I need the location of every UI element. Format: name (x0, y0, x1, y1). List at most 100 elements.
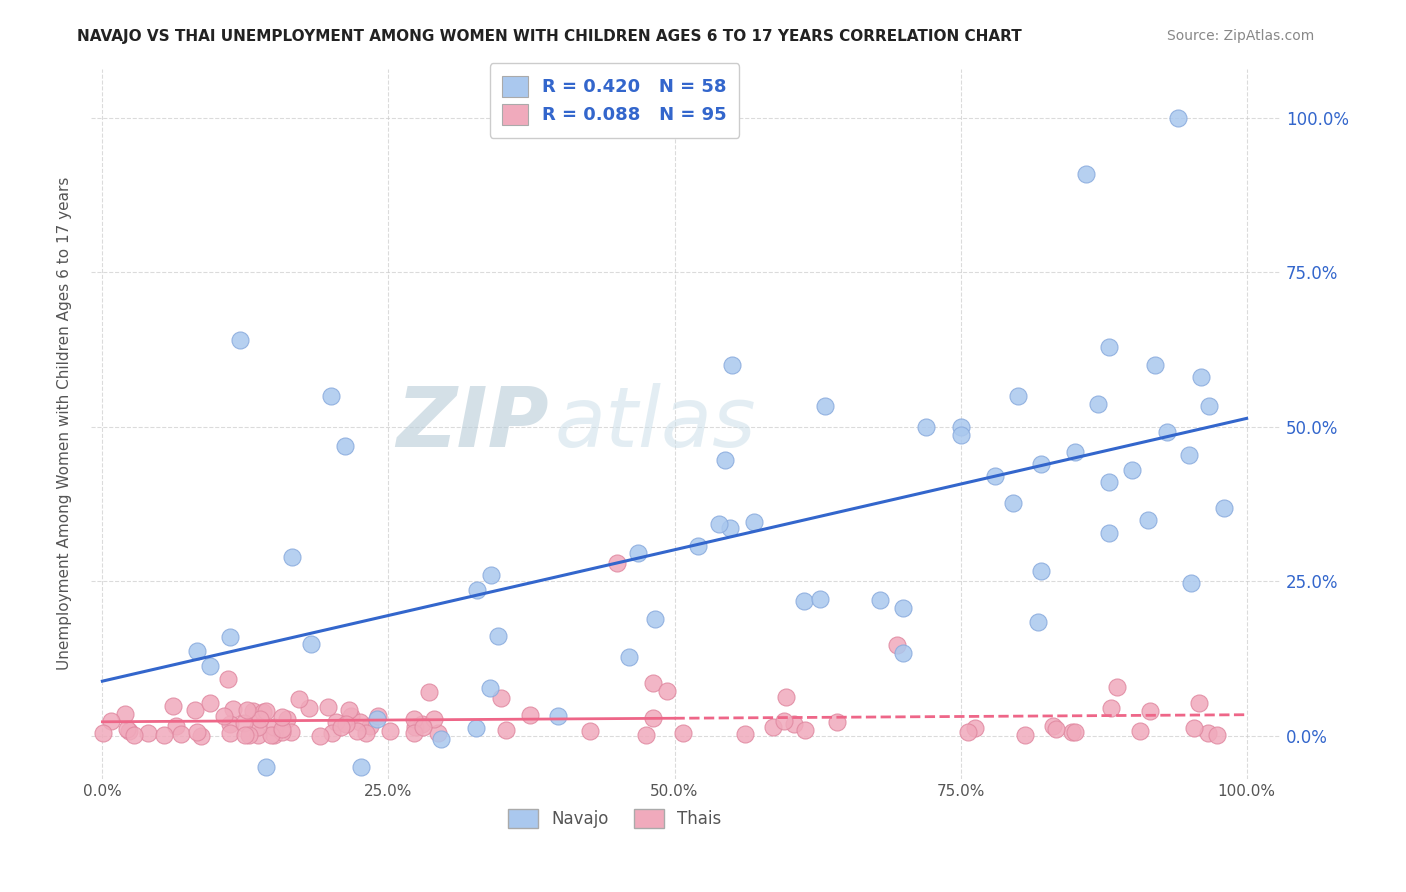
Point (198, 658, 221, 673)
Point (636, 728, 658, 742)
Point (1087, 397, 1109, 411)
Point (423, 712, 446, 726)
Point (367, 708, 389, 723)
Point (1028, 615, 1050, 629)
Point (217, 672, 239, 686)
Point (984, 469, 1007, 483)
Point (325, 714, 347, 729)
Point (276, 712, 298, 726)
Point (260, 728, 283, 742)
Point (254, 704, 277, 718)
Point (404, 712, 426, 726)
Point (122, 728, 145, 742)
Point (170, 726, 193, 740)
Point (1098, 475, 1121, 490)
Point (1129, 724, 1152, 739)
Point (378, 723, 401, 738)
Point (299, 637, 322, 651)
Point (430, 732, 453, 747)
Text: atlas: atlas (555, 384, 756, 464)
Point (190, 729, 212, 743)
Point (242, 704, 264, 718)
Point (627, 546, 650, 560)
Point (281, 550, 304, 565)
Text: Source: ZipAtlas.com: Source: ZipAtlas.com (1167, 29, 1315, 43)
Point (183, 703, 205, 717)
Point (949, 427, 972, 442)
Point (337, 703, 360, 717)
Point (321, 389, 343, 403)
Point (316, 699, 339, 714)
Point (949, 419, 972, 434)
Text: NAVAJO VS THAI UNEMPLOYMENT AMONG WOMEN WITH CHILDREN AGES 6 TO 17 YEARS CORRELA: NAVAJO VS THAI UNEMPLOYMENT AMONG WOMEN … (77, 29, 1022, 44)
Point (330, 720, 353, 734)
Point (617, 650, 640, 665)
Point (349, 715, 371, 730)
Point (1137, 512, 1160, 526)
Point (115, 722, 138, 736)
Point (1064, 724, 1087, 739)
Point (91, 726, 114, 740)
Point (263, 720, 285, 734)
Point (411, 716, 433, 731)
Point (297, 701, 319, 715)
Point (228, 334, 250, 348)
Text: ZIP: ZIP (396, 384, 550, 464)
Point (869, 593, 891, 607)
Point (734, 727, 756, 741)
Point (219, 630, 242, 644)
Point (1098, 526, 1121, 541)
Point (271, 724, 294, 739)
Point (891, 600, 914, 615)
Point (1029, 457, 1052, 471)
Point (1156, 425, 1178, 439)
Point (808, 591, 831, 606)
Point (1121, 463, 1143, 477)
Point (893, 646, 915, 660)
Point (956, 725, 979, 739)
Legend: Navajo, Thais: Navajo, Thais (501, 802, 728, 835)
Point (136, 726, 159, 740)
Y-axis label: Unemployment Among Women with Children Ages 6 to 17 years: Unemployment Among Women with Children A… (58, 177, 72, 671)
Point (402, 726, 425, 740)
Point (1205, 729, 1227, 743)
Point (1045, 722, 1067, 736)
Point (249, 712, 271, 726)
Point (465, 583, 488, 598)
Point (643, 676, 665, 690)
Point (254, 759, 277, 773)
Point (465, 721, 488, 735)
Point (427, 726, 450, 740)
Point (1182, 721, 1205, 735)
Point (519, 708, 541, 723)
Point (1042, 718, 1064, 732)
Point (236, 703, 259, 717)
Point (246, 720, 269, 734)
Point (271, 710, 294, 724)
Point (479, 568, 502, 582)
Point (162, 698, 184, 713)
Point (359, 719, 381, 733)
Point (1076, 167, 1098, 181)
Point (252, 705, 274, 719)
Point (1189, 370, 1212, 384)
Point (412, 720, 434, 734)
Point (783, 717, 806, 731)
Point (198, 697, 221, 711)
Point (321, 726, 343, 740)
Point (686, 539, 709, 553)
Point (219, 717, 242, 731)
Point (114, 706, 136, 721)
Point (1105, 680, 1128, 694)
Point (1014, 728, 1036, 742)
Point (346, 723, 368, 738)
Point (186, 644, 208, 658)
Point (718, 521, 741, 535)
Point (186, 725, 208, 739)
Point (720, 358, 742, 372)
Point (547, 709, 569, 723)
Point (707, 517, 730, 532)
Point (1002, 495, 1025, 509)
Point (1212, 501, 1234, 516)
Point (238, 728, 260, 742)
